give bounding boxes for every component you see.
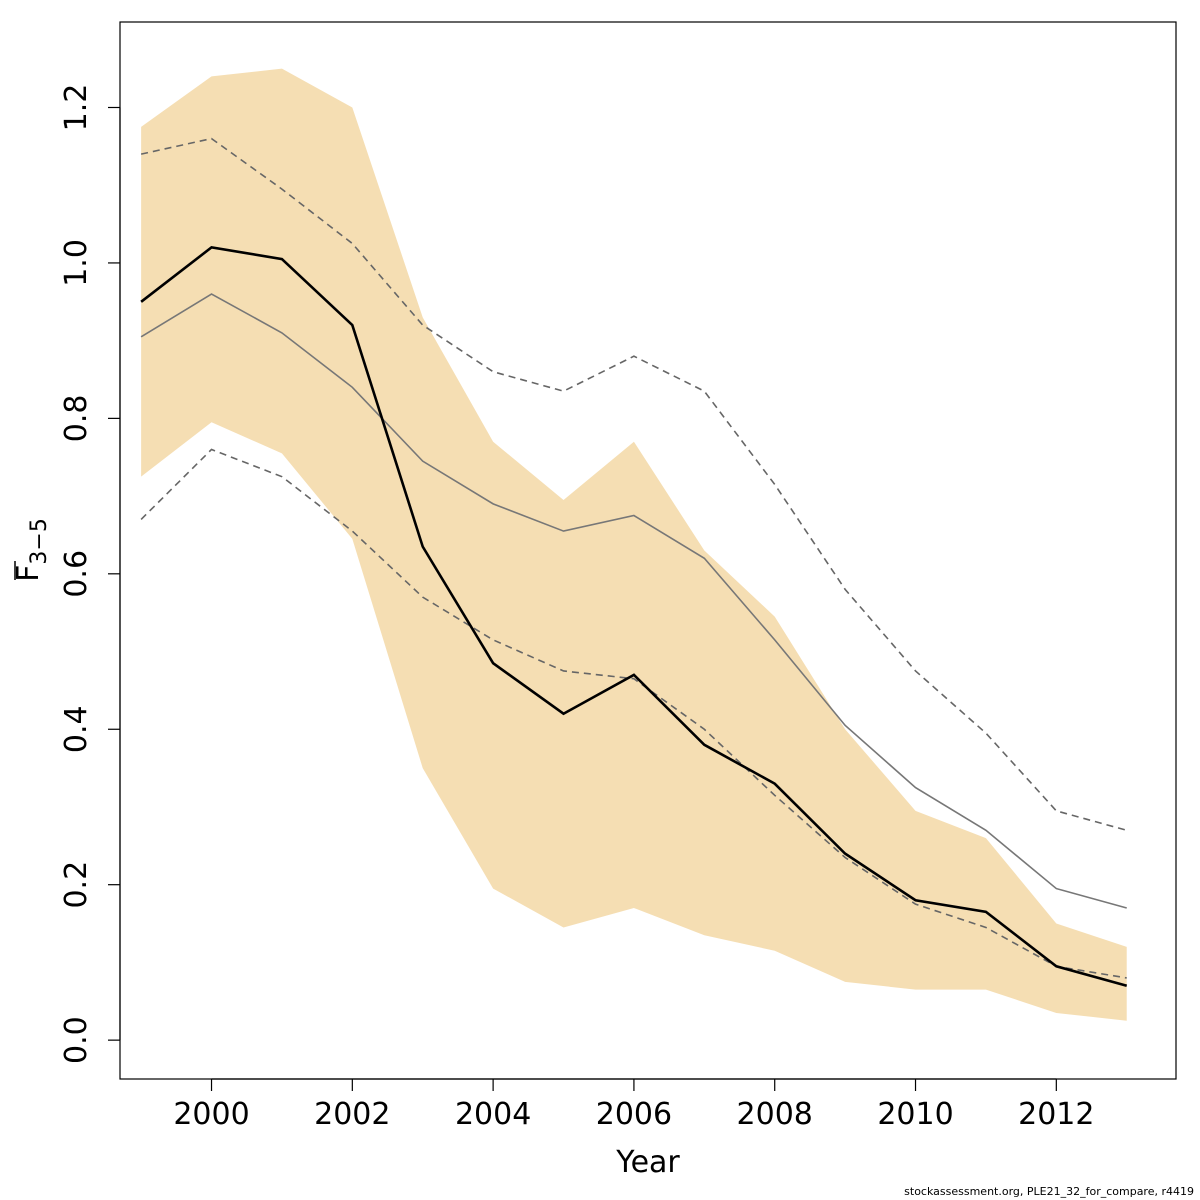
series-line-dashed-grey-upper	[140, 137, 1127, 832]
y-tick-label: 0.4	[59, 705, 94, 753]
y-tick-label: 0.0	[59, 1016, 94, 1064]
y-axis-title-subscript: 3−5	[27, 518, 52, 564]
y-axis-title: F3−5	[11, 518, 52, 582]
x-axis-title: Year	[615, 1145, 680, 1180]
x-tick-label: 2008	[737, 1097, 813, 1132]
x-axis: 2000 2002 2004 2006 2008 2010 2012	[173, 1078, 1094, 1132]
y-tick-label: 0.2	[59, 861, 94, 909]
svg-text:F3−5: F3−5	[11, 518, 52, 582]
x-tick-label: 2012	[1018, 1097, 1094, 1132]
x-tick-label: 2004	[455, 1097, 531, 1132]
y-axis: 0.0 0.2 0.4 0.6 0.8 1.0 1.2	[59, 84, 121, 1064]
footer-text: stockassessment.org, PLE21_32_for_compar…	[904, 1185, 1194, 1198]
confidence-band-layer	[141, 68, 1127, 1021]
confidence-band	[141, 68, 1127, 1021]
y-tick-label: 1.0	[59, 239, 94, 287]
y-axis-title-main: F	[11, 565, 46, 582]
x-tick-label: 2010	[877, 1097, 953, 1132]
y-tick-label: 1.2	[59, 84, 94, 132]
series-line-solid-black	[140, 246, 1128, 987]
series-layer	[140, 137, 1128, 987]
series-line-dashed-grey-lower	[140, 448, 1127, 979]
y-tick-label: 0.6	[59, 550, 94, 598]
y-tick-label: 0.8	[59, 395, 94, 443]
x-tick-label: 2006	[596, 1097, 672, 1132]
x-tick-label: 2002	[314, 1097, 390, 1132]
series-line-solid-grey	[140, 293, 1127, 909]
x-tick-label: 2000	[173, 1097, 249, 1132]
